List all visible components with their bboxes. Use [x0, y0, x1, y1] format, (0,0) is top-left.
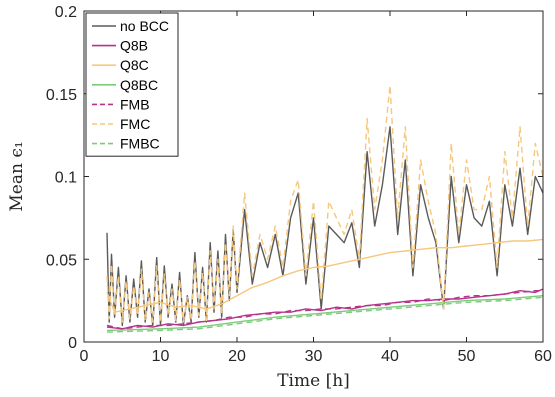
y-tick-label: 0.05	[46, 252, 77, 269]
x-tick-label: 60	[534, 348, 552, 365]
series-line-fmb	[106, 290, 543, 330]
axes: 0 10 20 30 40 50 60 0 0.05 0.1 0.15 0.2	[46, 4, 552, 365]
legend: no BCC Q8B Q8C Q8BC FMB FMC FMBC	[85, 12, 179, 157]
legend-label: FMB	[120, 96, 150, 112]
x-tick-label: 30	[305, 348, 323, 365]
y-tick-label: 0	[68, 335, 77, 352]
legend-label: FMBC	[120, 136, 160, 152]
x-tick-label: 20	[228, 348, 246, 365]
y-tick-label: 0.1	[55, 170, 77, 187]
y-tick-label: 0.15	[46, 87, 77, 104]
legend-label: Q8B	[120, 38, 148, 54]
plot-area	[106, 84, 544, 333]
series-line-fmbc	[106, 296, 544, 333]
legend-label: Q8C	[120, 57, 149, 73]
x-axis-title: Time [h]	[277, 371, 350, 391]
series-line-q8bc	[106, 295, 544, 332]
legend-label: no BCC	[120, 18, 169, 34]
series-line-fmc	[106, 84, 544, 323]
legend-label: Q8BC	[120, 77, 158, 93]
y-tick-label: 0.2	[55, 4, 77, 21]
series-line-no-bcc	[106, 126, 544, 327]
y-axis-title: Mean ϵ₁	[7, 141, 27, 211]
legend-label: FMC	[120, 116, 150, 132]
x-tick-label: 10	[152, 348, 170, 365]
x-tick-label: 0	[80, 348, 89, 365]
x-tick-label: 40	[381, 348, 399, 365]
series-line-q8c	[106, 238, 544, 313]
x-tick-label: 50	[458, 348, 476, 365]
